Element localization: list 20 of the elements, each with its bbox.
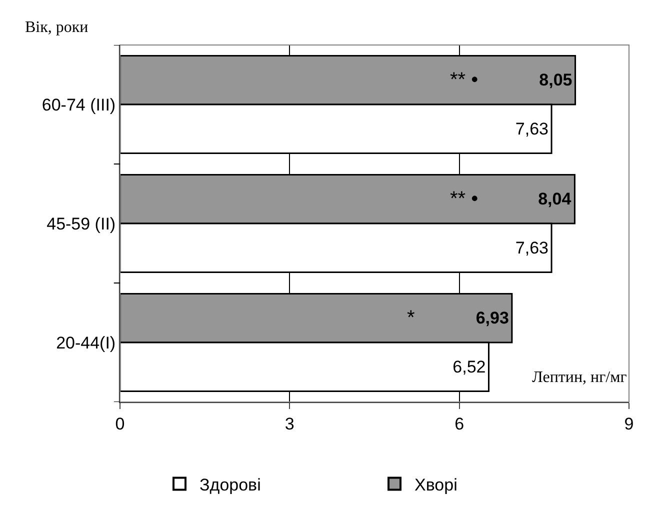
y-axis-title: Вік, роки xyxy=(25,19,89,36)
x-tick-label: 6 xyxy=(454,414,464,434)
data-label: 8,04 xyxy=(538,190,572,209)
data-label: 7,63 xyxy=(515,119,549,138)
y-tick-label: 45-59 (II) xyxy=(46,214,116,234)
legend-label: Здорові xyxy=(200,475,261,494)
legend-label: Хворі xyxy=(414,475,458,494)
x-tick-label: 3 xyxy=(284,414,294,434)
x-tick-label: 0 xyxy=(115,414,125,434)
data-label: 8,05 xyxy=(539,70,572,90)
y-tick-label: 60-74 (III) xyxy=(42,95,116,114)
annotation: ** • xyxy=(450,188,478,210)
x-axis-title: Лептин, нг/мг xyxy=(532,369,628,386)
data-label: 6,52 xyxy=(452,357,486,376)
data-label: 6,93 xyxy=(476,308,509,328)
annotation: ** • xyxy=(450,69,478,91)
x-tick-label: 9 xyxy=(624,414,634,434)
data-label: 7,63 xyxy=(515,238,549,258)
y-tick-label: 20-44(I) xyxy=(56,333,116,352)
annotation: * xyxy=(407,307,415,329)
